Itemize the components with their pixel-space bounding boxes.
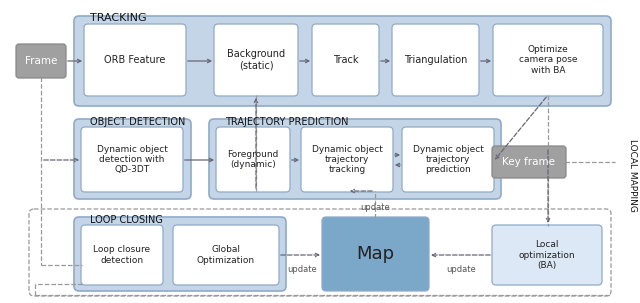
Text: Dynamic object
detection with
QD-3DT: Dynamic object detection with QD-3DT (97, 145, 168, 175)
Text: Global
Optimization: Global Optimization (197, 245, 255, 265)
Text: Loop closure
detection: Loop closure detection (93, 245, 150, 265)
FancyBboxPatch shape (74, 16, 611, 106)
Text: OBJECT DETECTION: OBJECT DETECTION (90, 117, 186, 127)
FancyBboxPatch shape (492, 225, 602, 285)
FancyBboxPatch shape (84, 24, 186, 96)
Text: Track: Track (333, 55, 358, 65)
Text: update: update (446, 265, 476, 274)
FancyBboxPatch shape (16, 44, 66, 78)
Text: ORB Feature: ORB Feature (104, 55, 166, 65)
FancyBboxPatch shape (209, 119, 501, 199)
FancyBboxPatch shape (492, 146, 566, 178)
Text: Frame: Frame (25, 56, 57, 66)
Text: Triangulation: Triangulation (404, 55, 467, 65)
Text: Local
optimization
(BA): Local optimization (BA) (518, 240, 575, 270)
Text: update: update (360, 203, 390, 212)
Text: Optimize
camera pose
with BA: Optimize camera pose with BA (519, 45, 577, 75)
FancyBboxPatch shape (322, 217, 429, 291)
FancyBboxPatch shape (493, 24, 603, 96)
FancyBboxPatch shape (392, 24, 479, 96)
Text: TRAJECTORY PREDICTION: TRAJECTORY PREDICTION (225, 117, 349, 127)
Text: TRACKING: TRACKING (90, 13, 147, 23)
FancyBboxPatch shape (312, 24, 379, 96)
FancyBboxPatch shape (301, 127, 393, 192)
FancyBboxPatch shape (81, 225, 163, 285)
Text: Background
(static): Background (static) (227, 49, 285, 71)
FancyBboxPatch shape (74, 119, 191, 199)
Text: Dynamic object
trajectory
tracking: Dynamic object trajectory tracking (312, 145, 383, 175)
FancyBboxPatch shape (81, 127, 183, 192)
Text: LOOP CLOSING: LOOP CLOSING (90, 215, 163, 225)
FancyBboxPatch shape (214, 24, 298, 96)
FancyBboxPatch shape (173, 225, 279, 285)
Text: update: update (287, 265, 317, 274)
Text: Dynamic object
trajectory
prediction: Dynamic object trajectory prediction (413, 145, 483, 175)
Text: Foreground
(dynamic): Foreground (dynamic) (227, 150, 278, 169)
Text: Key frame: Key frame (502, 157, 556, 167)
FancyBboxPatch shape (216, 127, 290, 192)
Text: LOCAL MAPPING: LOCAL MAPPING (627, 138, 637, 211)
Text: Map: Map (356, 245, 395, 263)
FancyBboxPatch shape (74, 217, 286, 291)
FancyBboxPatch shape (402, 127, 494, 192)
